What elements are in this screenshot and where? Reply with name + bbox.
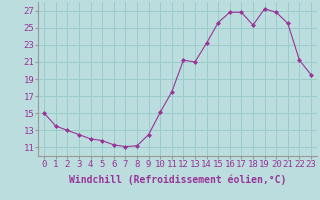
X-axis label: Windchill (Refroidissement éolien,°C): Windchill (Refroidissement éolien,°C) bbox=[69, 175, 286, 185]
